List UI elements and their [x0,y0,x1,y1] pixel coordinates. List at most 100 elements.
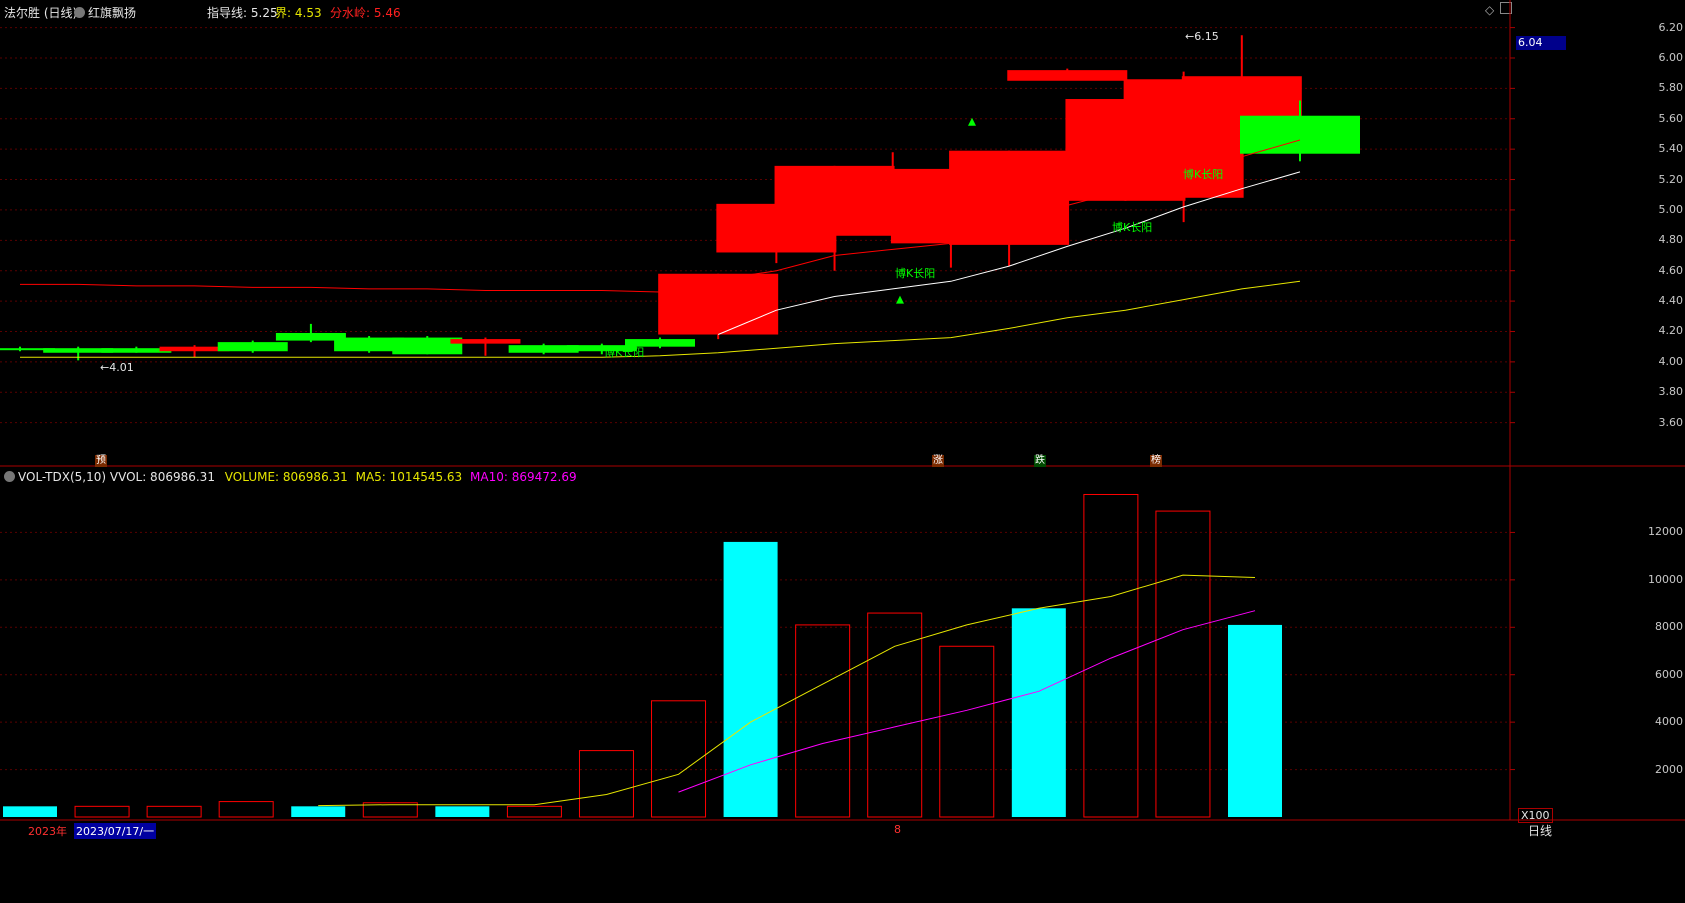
vvol-value: VVOL: 806986.31 [109,470,215,484]
water-readout: 分水岭: 5.46 [330,4,401,21]
signal-label: 博K长阳 [1112,221,1153,234]
volume-tick-label: 6000 [1655,667,1683,681]
volume-tick-label: 4000 [1655,715,1683,729]
volume-bar [435,806,490,817]
signal-triangle [896,295,904,304]
volume-value: VOLUME: 806986.31 [224,470,348,484]
top-marker: 榜 [1150,455,1162,467]
volume-header: VOL-TDX(5,10) VVOL: 806986.31 VOLUME: 80… [4,470,577,484]
signal-label: 博K长阳 [604,346,645,359]
candle-body [0,348,55,351]
volume-bar [1083,493,1139,818]
volume-bar [146,805,202,818]
bound-line [20,280,1301,358]
volume-bar [578,750,634,818]
candle-body [450,339,521,344]
candle-body [1007,70,1128,81]
period-label[interactable]: 日线 [1528,824,1553,838]
signal-label: 博K长阳 [895,267,936,280]
price-tick-label: 4.00 [1658,354,1684,368]
candle-body [1240,115,1360,154]
volume-bar [1011,608,1066,817]
candle-body [334,337,405,352]
stock-title[interactable]: 法尔胜 (日线) [4,6,78,20]
volume-unit-label: X100 [1518,808,1553,823]
volume-bar [506,805,562,818]
candle-body [658,273,779,335]
pre-marker: 预 [95,455,107,467]
price-tick-label: 5.80 [1658,81,1684,95]
ma10-volume-line [678,610,1256,793]
candle-body [159,346,230,352]
volume-bar [867,612,923,818]
date-cursor: 2023/07/17/一 [74,823,157,839]
price-tick-label: 5.00 [1658,202,1684,216]
volume-bar [362,802,418,818]
volume-bar [1155,510,1211,818]
indicator-selector[interactable]: 红旗飘扬 [74,4,136,21]
candle-body [508,345,579,353]
volume-bar [651,700,707,818]
candle-body [217,342,288,352]
guide-value: 5.25 [250,6,278,20]
volume-bar [1228,624,1282,817]
volume-bar [795,624,851,818]
ma5-value: MA5: 1014545.63 [355,470,463,484]
indicator-name: 红旗飘扬 [88,6,137,20]
signal-label: 博K长阳 [1183,168,1224,181]
fall-marker: 跌 [1034,455,1046,467]
expand-diamond-icon[interactable]: ◇ [1485,3,1495,17]
volume-tick-label: 10000 [1648,572,1683,586]
price-tick-label: 5.20 [1658,172,1684,186]
volume-bar [939,645,995,818]
volume-dropdown-icon[interactable] [4,471,15,482]
signal-triangle [968,117,976,126]
low-price-label: ←4.01 [100,361,134,374]
high-price-label: ←6.15 [1185,30,1219,43]
price-tick-label: 3.80 [1658,385,1684,399]
volume-tick-label: 2000 [1655,762,1683,776]
volume-bar [723,541,778,817]
price-tick-label: 5.40 [1658,142,1684,156]
volume-indicator-name: VOL-TDX(5,10) [18,470,107,484]
candle-body [43,348,114,353]
price-tick-label: 5.60 [1658,111,1684,125]
volume-bar [218,801,274,818]
year-label: 2023年 [28,825,67,838]
volume-bar [74,805,130,818]
candle-body [566,345,637,352]
bound-value: 4.53 [294,6,322,20]
candle-body [949,150,1070,245]
price-tick-label: 4.40 [1658,294,1684,308]
volume-tick-label: 12000 [1648,525,1683,539]
price-tick-label: 4.60 [1658,263,1684,277]
current-price-tag: 6.04 [1516,36,1566,50]
ma10-value: MA10: 869472.69 [470,470,577,484]
candle-body [275,333,346,341]
volume-tick-label: 8000 [1655,620,1683,634]
price-tick-label: 4.80 [1658,233,1684,247]
guide-line [718,171,1301,335]
price-tick-label: 3.60 [1658,415,1684,429]
rise-marker: 涨 [932,455,944,467]
ma5-volume-line [318,574,1256,807]
candle-body [625,339,695,347]
bound-readout: 界: 4.53 [275,4,322,21]
price-tick-label: 4.20 [1658,324,1684,338]
month-mark: 8 [894,823,901,836]
indicator-dropdown-icon[interactable] [74,7,85,18]
window-toggle-icon[interactable] [1500,2,1512,14]
water-line [20,139,1301,293]
water-label: 分水岭: [330,6,371,20]
volume-bar [3,806,57,817]
guide-readout: 指导线: 5.25 [207,4,278,21]
price-tick-label: 6.20 [1658,20,1684,34]
water-value: 5.46 [373,6,401,20]
volume-bar [291,806,346,817]
bound-label: 界: [275,6,292,20]
price-tick-label: 6.00 [1658,50,1684,64]
candle-body [392,337,463,355]
guide-label: 指导线: [207,6,248,20]
candle-body [101,348,172,353]
